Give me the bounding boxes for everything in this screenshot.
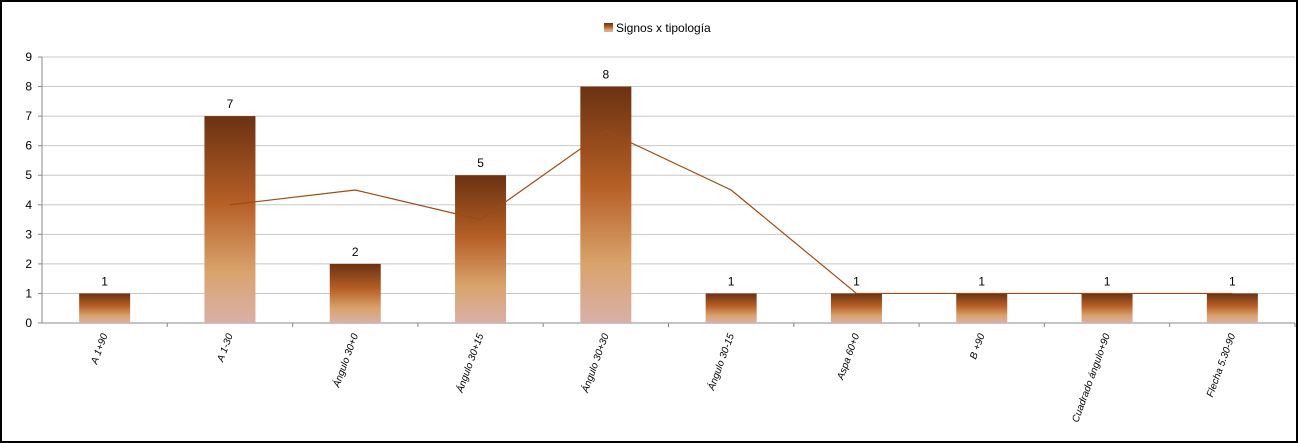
bar xyxy=(329,263,381,323)
data-label: 1 xyxy=(853,274,860,288)
labels: 1 A 1+90 7 A 1-30 2 Ángulo 30+0 5 Ángulo 30+15 8… xyxy=(89,68,1238,425)
data-label: 1 xyxy=(1229,274,1236,288)
data-label: 1 xyxy=(101,274,108,288)
y-tick-label: 9 xyxy=(25,50,32,64)
data-label: 1 xyxy=(1104,274,1111,288)
bar xyxy=(956,293,1008,323)
bar xyxy=(705,293,757,323)
trendline xyxy=(229,130,1233,295)
bar xyxy=(830,293,882,323)
data-label: 7 xyxy=(227,97,234,111)
bar xyxy=(455,175,507,323)
bar xyxy=(79,293,131,323)
legend-swatch xyxy=(604,23,613,32)
category-label: Aspa 60+0 xyxy=(835,332,862,382)
legend-label: Signos x tipología xyxy=(616,21,711,35)
category-label: Flecha 5.30-90 xyxy=(1205,332,1238,399)
bar xyxy=(580,86,632,323)
data-label: 1 xyxy=(728,274,735,288)
y-tick-label: 4 xyxy=(25,198,32,212)
y-tick-label: 2 xyxy=(25,257,32,271)
category-label: A 1-30 xyxy=(215,332,236,364)
bar xyxy=(1081,293,1133,323)
category-label: Ángulo 30+15 xyxy=(453,331,487,395)
y-tick-label: 3 xyxy=(25,227,32,241)
legend: Signos x tipología xyxy=(604,21,711,35)
category-label: B +90 xyxy=(968,332,988,361)
y-tick-label: 0 xyxy=(25,316,32,330)
y-tick-label: 8 xyxy=(25,80,32,94)
bar xyxy=(1206,293,1258,323)
trendline-layer xyxy=(229,130,1233,295)
y-tick-label: 5 xyxy=(25,168,32,182)
category-label: Ángulo 30-15 xyxy=(704,331,737,393)
category-label: Ángulo 30+30 xyxy=(578,331,612,395)
data-label: 8 xyxy=(603,68,610,82)
y-tick-label: 7 xyxy=(25,109,32,123)
category-label: Ángulo 30+0 xyxy=(329,331,361,390)
bar xyxy=(204,116,256,323)
y-tick-label: 1 xyxy=(25,286,32,300)
category-label: A 1+90 xyxy=(89,332,111,367)
y-tick-label: 6 xyxy=(25,139,32,153)
category-label: Cuadrado ángulo+90 xyxy=(1070,332,1113,424)
bars xyxy=(79,86,1258,323)
data-label: 5 xyxy=(477,156,484,170)
data-label: 2 xyxy=(352,245,359,259)
data-label: 1 xyxy=(978,274,985,288)
